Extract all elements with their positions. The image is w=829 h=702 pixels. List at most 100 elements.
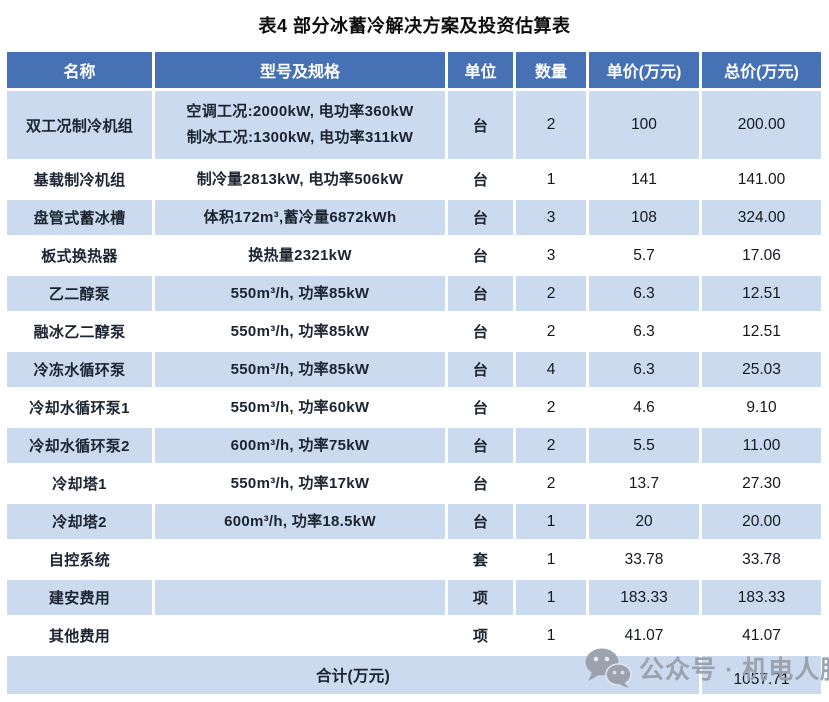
- col-header-total-price: 总价(万元): [702, 52, 821, 88]
- estimate-table: 名称 型号及规格 单位 数量 单价(万元) 总价(万元) 双工况制冷机组 空调工…: [4, 49, 824, 697]
- cell-unit-price: 100: [589, 91, 699, 159]
- cell-total-price: 25.03: [702, 352, 821, 387]
- cell-spec: 550m³/h, 功率17kW: [155, 466, 445, 501]
- cell-unit-price: 141: [589, 162, 699, 197]
- cell-unit-price: 6.3: [589, 314, 699, 349]
- header-row: 名称 型号及规格 单位 数量 单价(万元) 总价(万元): [7, 52, 821, 88]
- cell-unit-price: 4.6: [589, 390, 699, 425]
- cell-qty: 1: [516, 618, 586, 653]
- cell-unit-price: 33.78: [589, 542, 699, 577]
- cell-spec: 550m³/h, 功率85kW: [155, 276, 445, 311]
- cell-spec: [155, 618, 445, 653]
- cell-unit: 台: [448, 504, 513, 539]
- cell-spec: 体积172m³,蓄冷量6872kWh: [155, 200, 445, 235]
- cell-unit: 台: [448, 466, 513, 501]
- table-row: 双工况制冷机组 空调工况:2000kW, 电功率360kW 制冰工况:1300k…: [7, 91, 821, 159]
- cell-unit: 项: [448, 618, 513, 653]
- cell-total-price: 183.33: [702, 580, 821, 615]
- cell-unit: 台: [448, 276, 513, 311]
- cell-name: 自控系统: [7, 542, 152, 577]
- cell-unit-price: 6.3: [589, 276, 699, 311]
- table-body: 双工况制冷机组 空调工况:2000kW, 电功率360kW 制冰工况:1300k…: [7, 91, 821, 694]
- cell-total-price: 324.00: [702, 200, 821, 235]
- cell-unit: 台: [448, 238, 513, 273]
- total-label: 合计(万元): [7, 656, 699, 694]
- cell-unit: 台: [448, 314, 513, 349]
- cell-qty: 3: [516, 200, 586, 235]
- cell-spec: [155, 580, 445, 615]
- cell-unit-price: 5.5: [589, 428, 699, 463]
- cell-name: 冷却塔1: [7, 466, 152, 501]
- cell-total-price: 141.00: [702, 162, 821, 197]
- cell-total-price: 11.00: [702, 428, 821, 463]
- table-row: 盘管式蓄冰槽 体积172m³,蓄冷量6872kWh 台 3 108 324.00: [7, 200, 821, 235]
- cell-name: 板式换热器: [7, 238, 152, 273]
- total-value: 1057.71: [702, 656, 821, 694]
- cell-total-price: 200.00: [702, 91, 821, 159]
- cell-qty: 2: [516, 314, 586, 349]
- cell-name: 盘管式蓄冰槽: [7, 200, 152, 235]
- cell-unit: 台: [448, 428, 513, 463]
- cell-total-price: 33.78: [702, 542, 821, 577]
- cell-qty: 1: [516, 162, 586, 197]
- table-row: 板式换热器 换热量2321kW 台 3 5.7 17.06: [7, 238, 821, 273]
- cell-name: 冷却塔2: [7, 504, 152, 539]
- cell-total-price: 12.51: [702, 314, 821, 349]
- cell-spec: [155, 542, 445, 577]
- cell-total-price: 9.10: [702, 390, 821, 425]
- cell-unit: 台: [448, 162, 513, 197]
- cell-spec: 550m³/h, 功率60kW: [155, 390, 445, 425]
- cell-unit-price: 5.7: [589, 238, 699, 273]
- cell-qty: 2: [516, 466, 586, 501]
- cell-unit-price: 41.07: [589, 618, 699, 653]
- cell-qty: 4: [516, 352, 586, 387]
- cell-spec: 空调工况:2000kW, 电功率360kW 制冰工况:1300kW, 电功率31…: [155, 91, 445, 159]
- cell-spec: 换热量2321kW: [155, 238, 445, 273]
- table-row: 基载制冷机组 制冷量2813kW, 电功率506kW 台 1 141 141.0…: [7, 162, 821, 197]
- cell-unit: 项: [448, 580, 513, 615]
- cell-unit: 台: [448, 390, 513, 425]
- table-row: 融冰乙二醇泵 550m³/h, 功率85kW 台 2 6.3 12.51: [7, 314, 821, 349]
- col-header-unit: 单位: [448, 52, 513, 88]
- cell-total-price: 17.06: [702, 238, 821, 273]
- col-header-unit-price: 单价(万元): [589, 52, 699, 88]
- table-row: 冷却塔2 600m³/h, 功率18.5kW 台 1 20 20.00: [7, 504, 821, 539]
- cell-spec: 550m³/h, 功率85kW: [155, 352, 445, 387]
- table-title: 表4 部分冰蓄冷解决方案及投资估算表: [258, 16, 571, 36]
- cell-unit-price: 13.7: [589, 466, 699, 501]
- cell-qty: 2: [516, 276, 586, 311]
- cell-name: 双工况制冷机组: [7, 91, 152, 159]
- cell-qty: 2: [516, 91, 586, 159]
- cell-qty: 2: [516, 390, 586, 425]
- cell-unit-price: 108: [589, 200, 699, 235]
- cell-name: 乙二醇泵: [7, 276, 152, 311]
- cell-unit-price: 6.3: [589, 352, 699, 387]
- col-header-name: 名称: [7, 52, 152, 88]
- cell-name: 融冰乙二醇泵: [7, 314, 152, 349]
- table-row: 冷却水循环泵1 550m³/h, 功率60kW 台 2 4.6 9.10: [7, 390, 821, 425]
- cell-qty: 1: [516, 504, 586, 539]
- cell-qty: 1: [516, 580, 586, 615]
- table-row: 冷冻水循环泵 550m³/h, 功率85kW 台 4 6.3 25.03: [7, 352, 821, 387]
- total-row: 合计(万元) 1057.71: [7, 656, 821, 694]
- cell-unit: 台: [448, 200, 513, 235]
- cell-name: 冷却水循环泵1: [7, 390, 152, 425]
- table-row: 建安费用 项 1 183.33 183.33: [7, 580, 821, 615]
- cell-unit: 套: [448, 542, 513, 577]
- cell-spec: 制冷量2813kW, 电功率506kW: [155, 162, 445, 197]
- cell-unit-price: 183.33: [589, 580, 699, 615]
- cell-name: 其他费用: [7, 618, 152, 653]
- cell-total-price: 41.07: [702, 618, 821, 653]
- table-header: 名称 型号及规格 单位 数量 单价(万元) 总价(万元): [7, 52, 821, 88]
- cell-unit: 台: [448, 352, 513, 387]
- cell-spec: 600m³/h, 功率75kW: [155, 428, 445, 463]
- table-row: 其他费用 项 1 41.07 41.07: [7, 618, 821, 653]
- cell-total-price: 27.30: [702, 466, 821, 501]
- cell-total-price: 12.51: [702, 276, 821, 311]
- table-row: 乙二醇泵 550m³/h, 功率85kW 台 2 6.3 12.51: [7, 276, 821, 311]
- cell-qty: 3: [516, 238, 586, 273]
- table-row: 冷却塔1 550m³/h, 功率17kW 台 2 13.7 27.30: [7, 466, 821, 501]
- table-row: 自控系统 套 1 33.78 33.78: [7, 542, 821, 577]
- cell-qty: 2: [516, 428, 586, 463]
